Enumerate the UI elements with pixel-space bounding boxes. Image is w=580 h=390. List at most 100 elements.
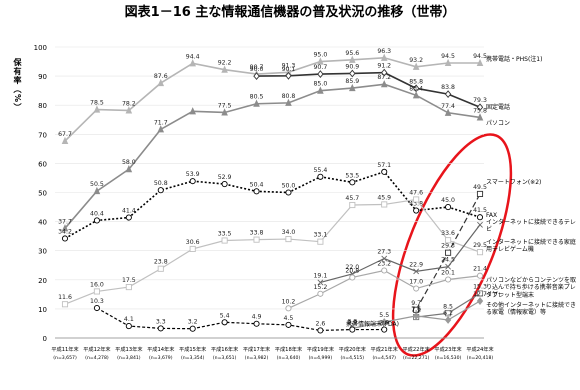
point: [189, 59, 196, 67]
data-label: 27.3: [377, 249, 391, 256]
point: [61, 301, 69, 308]
point: [412, 311, 420, 320]
data-label: 6.2: [443, 310, 453, 317]
point: [61, 224, 69, 232]
x-tick-label: 平成11年末: [51, 345, 79, 353]
series-line: [96, 307, 385, 332]
series-line: [320, 224, 481, 283]
data-label: 95.0: [313, 52, 327, 59]
point: [381, 168, 388, 175]
data-label: 24.5: [441, 257, 455, 264]
x-sample-size: (n=3,640): [277, 355, 301, 361]
point: [444, 316, 452, 324]
point: [476, 58, 484, 67]
x-sample-size: (n=4,515): [341, 355, 365, 361]
data-label: 33.6: [441, 230, 455, 237]
data-label: 7.2: [411, 307, 421, 314]
point: [476, 113, 484, 121]
x-sample-size: (n=3,841): [117, 355, 141, 361]
data-label: 83.4: [409, 85, 423, 92]
point: [317, 70, 324, 78]
point: [317, 86, 324, 94]
point: [61, 136, 69, 145]
x-sample-size: (n=3,354): [181, 355, 205, 361]
x-sample-size: (n=4,278): [85, 355, 109, 361]
x-sample-size: (n=20,418): [467, 355, 494, 361]
data-label: 10.3: [90, 298, 104, 305]
y-tick-label: 80: [38, 102, 47, 110]
point: [285, 321, 292, 328]
y-tick-label: 50: [38, 190, 47, 198]
point: [381, 318, 388, 326]
point: [125, 284, 132, 291]
point: [157, 325, 164, 332]
point: [445, 249, 452, 256]
point: [221, 319, 228, 326]
point: [93, 217, 100, 224]
data-label: 41.4: [122, 208, 136, 215]
point: [253, 72, 260, 81]
data-label: 8.5: [443, 303, 453, 310]
legend-label: スマートフォン(※2): [486, 178, 542, 186]
x-sample-size: (n=4,547): [372, 355, 396, 361]
point: [380, 80, 388, 88]
data-label: 95.6: [345, 50, 359, 57]
data-label: 94.4: [186, 53, 200, 60]
data-label: 23.8: [154, 259, 168, 266]
point: [189, 245, 196, 253]
data-label: 15.3: [473, 283, 487, 290]
x-sample-size: (n=4,999): [309, 355, 333, 361]
data-label: 85.0: [313, 81, 327, 88]
point: [285, 189, 292, 196]
point: [349, 326, 356, 333]
data-label: 50.8: [154, 180, 168, 187]
data-label: 94.5: [473, 53, 487, 60]
data-label: 55.4: [313, 167, 327, 174]
point: [253, 188, 260, 195]
data-label: 2.6: [315, 320, 325, 327]
point: [221, 181, 228, 188]
data-label: 80.8: [282, 93, 296, 100]
data-label: 45.7: [345, 195, 359, 202]
point: [317, 279, 324, 286]
point: [285, 305, 292, 312]
data-label: 9.7: [411, 300, 421, 307]
point: [477, 221, 483, 228]
data-label: 40.4: [90, 210, 104, 217]
point: [157, 125, 165, 133]
point: [189, 178, 196, 185]
data-label: 90.1: [282, 66, 296, 73]
point: [381, 68, 388, 77]
point: [349, 83, 356, 92]
y-tick-label: 90: [38, 73, 47, 81]
data-label: 23.2: [377, 260, 391, 267]
data-label: 77.4: [441, 103, 455, 110]
data-label: 90.7: [313, 64, 327, 71]
y-tick-label: 70: [38, 131, 47, 139]
point: [445, 203, 452, 211]
data-label: 29.5: [473, 242, 487, 249]
point: [445, 237, 452, 244]
point: [221, 65, 228, 73]
series-line: [64, 170, 481, 240]
point: [381, 267, 388, 274]
data-label: 87.6: [154, 73, 168, 80]
point: [125, 165, 133, 173]
data-label: 85.8: [409, 78, 423, 85]
point: [93, 186, 101, 195]
x-sample-size: (n=16,530): [435, 355, 462, 361]
data-label: 49.5: [473, 184, 487, 191]
data-label: 34.2: [58, 228, 72, 235]
data-label: 77.5: [218, 102, 232, 109]
point: [413, 285, 420, 292]
data-label: 3.3: [156, 318, 166, 325]
y-tick-label: 20: [38, 277, 47, 285]
point: [189, 325, 196, 332]
legend-label: 携帯電話・PHS(注1): [486, 56, 543, 63]
data-label: 29.3: [441, 243, 455, 250]
point: [349, 69, 356, 78]
data-label: 30.6: [186, 239, 200, 246]
data-label: 79.3: [473, 97, 487, 104]
point: [253, 99, 260, 107]
